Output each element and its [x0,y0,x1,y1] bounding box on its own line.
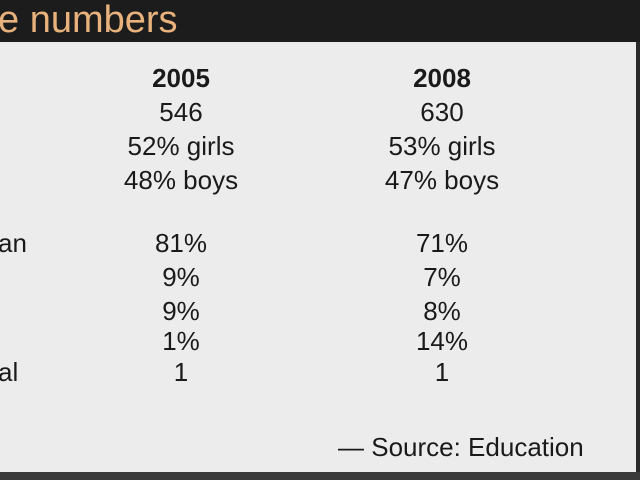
table-cell: 14% [415,326,469,356]
table-cell: 52% girls [127,131,235,161]
table-cell: 1 [434,357,450,387]
table-cell: 1 [173,357,189,387]
table-cell: 630 [420,97,464,127]
table-cell: 7% [423,262,461,292]
table-cell: 9% [162,296,200,326]
row-label: an [0,228,27,258]
column-header: 2005 [152,63,210,93]
row-label: al [0,357,19,387]
table-cell: 546 [159,97,203,127]
table-cell: 71% [415,228,469,258]
right-border [636,42,640,480]
bottom-border [0,472,640,480]
table-cell: 8% [423,296,461,326]
source-note: — Source: Education [338,432,584,462]
table-cell: 81% [154,228,208,258]
table-cell: 48% boys [123,165,239,195]
table-cell: 47% boys [384,165,500,195]
table-cell: 53% girls [388,131,496,161]
title-bar: e numbers [0,0,640,42]
table-cell: 9% [162,262,200,292]
table-cell: 1% [162,326,200,356]
column-header: 2008 [413,63,471,93]
title: e numbers [0,0,178,41]
